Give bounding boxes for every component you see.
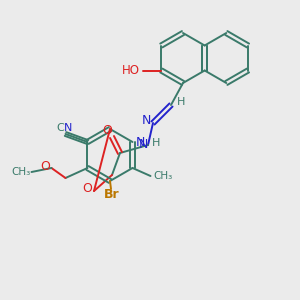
Text: CH₃: CH₃ [12, 167, 31, 177]
Text: Br: Br [104, 188, 120, 202]
Text: N: N [136, 136, 145, 148]
Text: CH₃: CH₃ [153, 171, 172, 181]
Text: H: H [177, 97, 185, 107]
Text: H: H [152, 138, 160, 148]
Text: N: N [64, 123, 73, 133]
Text: O: O [82, 182, 92, 196]
Text: O: O [102, 124, 112, 137]
Text: N: N [138, 139, 148, 152]
Text: N: N [141, 115, 151, 128]
Text: C: C [57, 123, 64, 133]
Text: HO: HO [122, 64, 140, 77]
Text: O: O [40, 160, 50, 172]
